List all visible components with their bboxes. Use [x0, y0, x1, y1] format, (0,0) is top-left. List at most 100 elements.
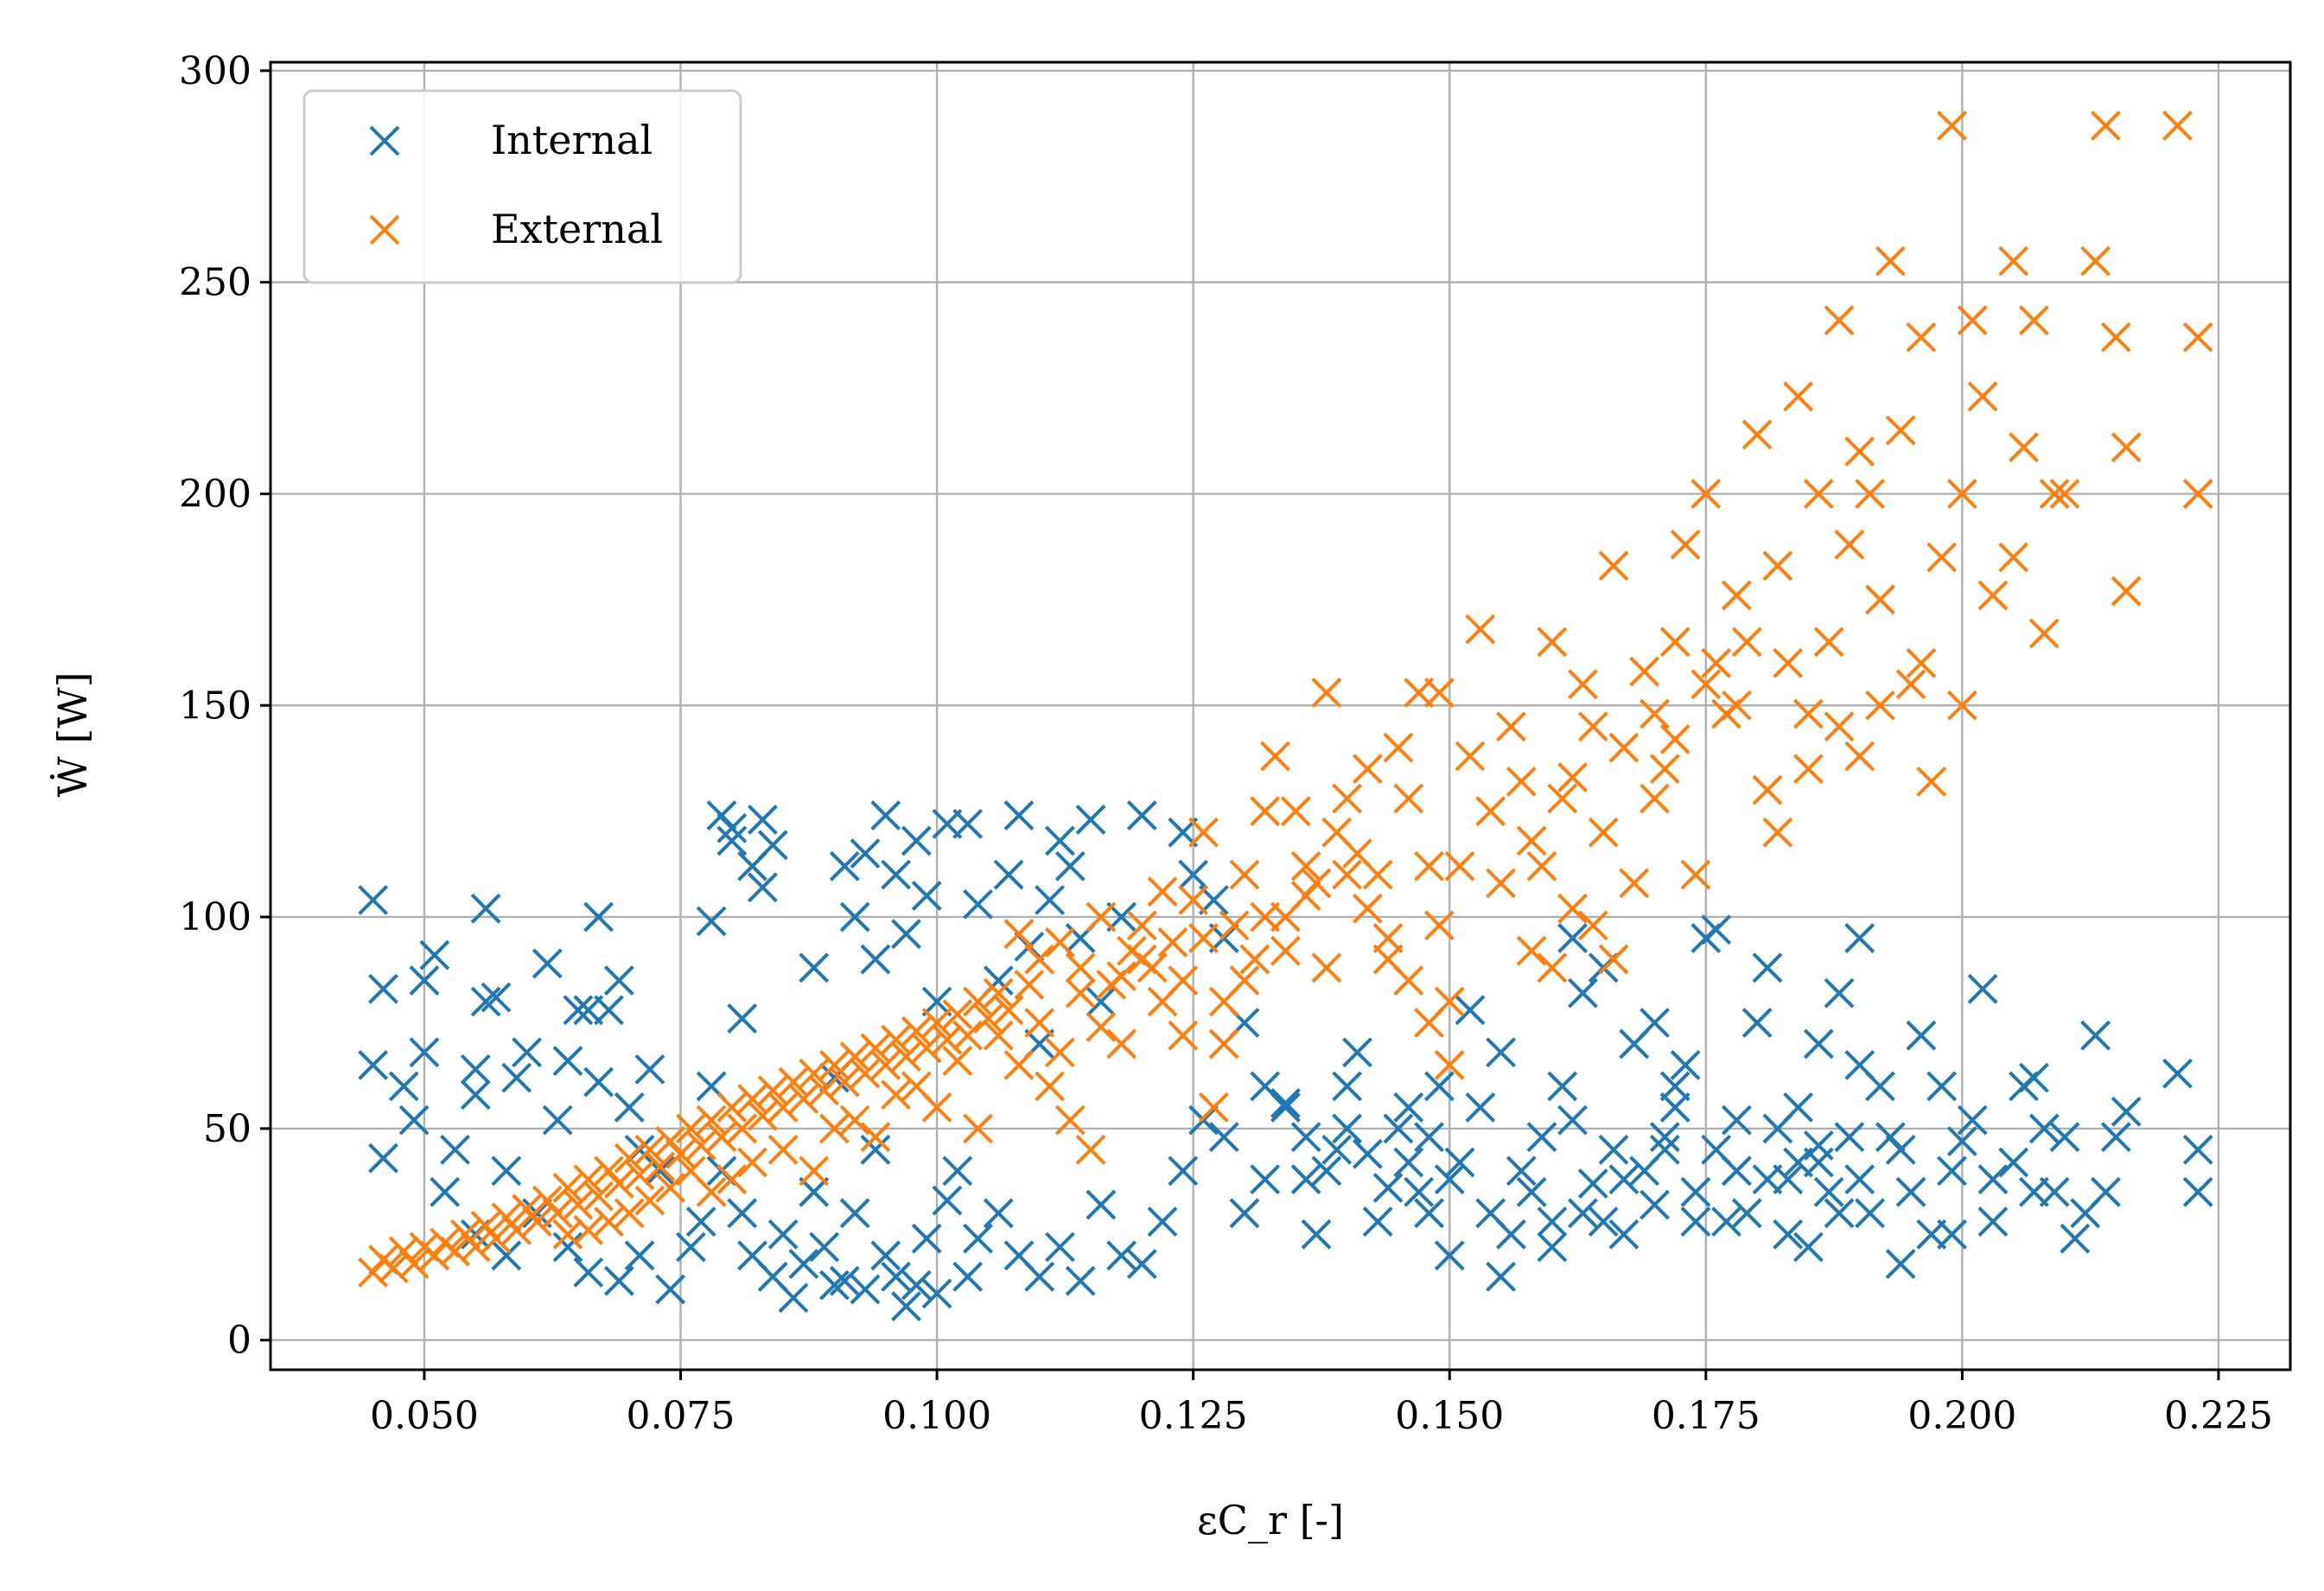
data-point-external — [1659, 627, 1690, 658]
data-point-internal — [1752, 1164, 1783, 1195]
data-point-internal — [952, 808, 984, 839]
data-point-external — [645, 1151, 676, 1182]
data-point-external — [1824, 711, 1855, 742]
data-point-external — [2100, 321, 2131, 353]
data-point-internal — [829, 850, 860, 881]
data-point-internal — [829, 1265, 860, 1296]
data-point-external — [1526, 850, 1557, 881]
data-point-internal — [921, 1278, 952, 1309]
data-point-internal — [481, 982, 512, 1013]
data-point-external — [819, 1113, 850, 1144]
data-point-external — [675, 1113, 706, 1144]
data-point-internal — [1844, 1050, 1875, 1080]
data-point-external — [860, 1122, 891, 1153]
data-point-internal — [1957, 1104, 1988, 1136]
data-point-external — [1465, 614, 1496, 645]
data-point-external — [624, 1160, 655, 1191]
data-point-internal — [1321, 1134, 1353, 1165]
data-point-external — [901, 1015, 932, 1047]
data-point-external — [1219, 910, 1250, 941]
data-point-internal — [512, 1037, 542, 1068]
data-point-internal — [860, 944, 891, 975]
data-point-internal — [799, 952, 830, 983]
data-point-internal — [2182, 1176, 2213, 1207]
data-point-internal — [1680, 1176, 1711, 1207]
data-point-external — [1649, 754, 1680, 785]
data-point-external — [1014, 970, 1045, 1000]
x-axis-label: εC_r [-] — [1197, 1497, 1344, 1543]
data-point-external — [881, 1079, 912, 1111]
y-tick-label: 300 — [179, 49, 252, 93]
data-point-internal — [1086, 986, 1117, 1017]
data-point-internal — [1465, 1092, 1496, 1123]
data-point-internal — [430, 1176, 461, 1207]
data-point-external — [2182, 479, 2213, 509]
data-point-internal — [1434, 1240, 1465, 1271]
data-point-external — [1875, 245, 1906, 277]
data-point-external — [1834, 529, 1865, 560]
data-point-internal — [1516, 1176, 1547, 1207]
data-point-external — [1640, 783, 1670, 814]
data-points — [358, 111, 2213, 1321]
data-point-external — [1516, 825, 1547, 856]
data-point-internal — [901, 1270, 932, 1301]
data-point-external — [1793, 698, 1824, 729]
data-point-external — [1290, 850, 1321, 881]
data-point-internal — [748, 872, 778, 903]
data-point-external — [1906, 321, 1937, 353]
data-point-external — [2039, 479, 2070, 509]
data-point-internal — [398, 1104, 430, 1136]
data-point-internal — [1588, 1206, 1619, 1238]
data-point-internal — [1783, 1092, 1813, 1123]
data-point-internal — [1640, 1189, 1670, 1220]
data-point-internal — [1486, 1261, 1516, 1292]
data-point-internal — [921, 986, 952, 1017]
data-point-internal — [1844, 923, 1875, 953]
data-point-internal — [952, 1261, 984, 1292]
data-point-external — [799, 1155, 830, 1187]
data-point-internal — [368, 1142, 398, 1174]
data-point-external — [1250, 796, 1281, 827]
data-point-internal — [1926, 1071, 1958, 1102]
legend-marker-internal — [369, 125, 400, 156]
data-point-internal — [1977, 1206, 2009, 1238]
data-point-external — [716, 1164, 748, 1195]
data-point-internal — [1035, 885, 1065, 915]
data-point-external — [1024, 1008, 1055, 1038]
data-point-external — [1537, 627, 1568, 658]
data-point-external — [1773, 647, 1804, 678]
data-point-external — [839, 1041, 870, 1072]
data-point-internal — [1393, 1092, 1424, 1123]
data-point-internal — [573, 1257, 604, 1288]
data-point-internal — [1855, 1198, 1886, 1229]
data-point-external — [1496, 711, 1526, 742]
data-point-external — [1762, 817, 1793, 848]
data-point-internal — [1998, 1147, 2029, 1178]
data-point-external — [1086, 1011, 1117, 1042]
data-point-internal — [1557, 1104, 1589, 1136]
data-point-internal — [409, 965, 440, 996]
data-point-external — [1557, 762, 1589, 792]
data-point-external — [1946, 690, 1977, 721]
data-point-internal — [1885, 1134, 1916, 1165]
data-point-external — [737, 1084, 767, 1115]
legend-marker-internal-cross — [369, 125, 400, 156]
data-point-internal — [614, 1092, 645, 1123]
data-point-internal — [1537, 1206, 1568, 1238]
data-point-external — [1280, 796, 1311, 827]
data-point-external — [1885, 415, 1916, 446]
data-point-internal — [1834, 1122, 1865, 1153]
data-point-external — [1362, 859, 1393, 890]
data-point-external — [1352, 893, 1383, 924]
data-point-external — [449, 1219, 481, 1250]
x-tick-label: 0.100 — [882, 1394, 991, 1438]
data-point-external — [1895, 669, 1926, 700]
data-point-external — [1106, 1028, 1137, 1060]
data-point-internal — [491, 1240, 522, 1271]
data-point-external — [1977, 580, 2009, 611]
legend: Internal External — [302, 89, 742, 284]
legend-label-external: External — [491, 206, 663, 252]
data-point-external — [1659, 724, 1690, 754]
data-point-internal — [1229, 1198, 1260, 1229]
